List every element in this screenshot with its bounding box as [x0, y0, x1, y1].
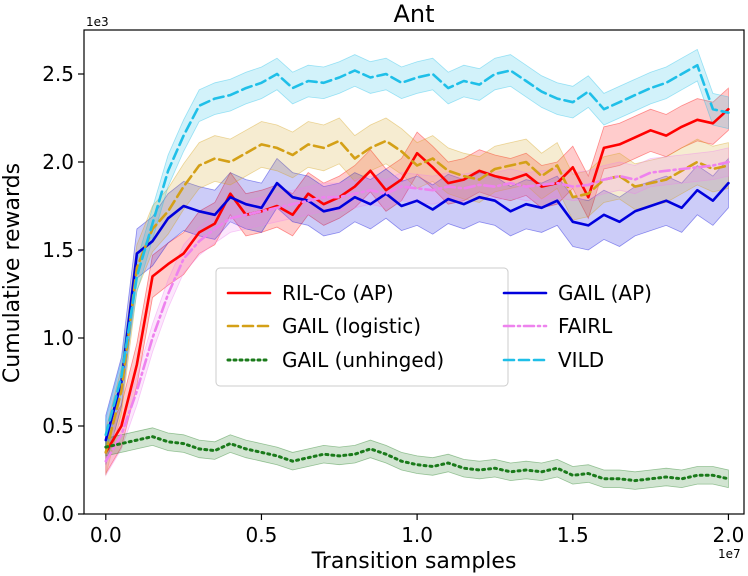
line-ril-co-ap — [104, 107, 730, 454]
y-tick-label: 2.5 — [42, 62, 74, 86]
y-tick-label: 0.0 — [42, 502, 74, 526]
y-offset-label: 1e3 — [86, 15, 109, 29]
y-axis-label: Cumulative rewards — [0, 163, 25, 383]
chart-title: Ant — [393, 0, 434, 28]
x-tick-label: 1.0 — [401, 523, 433, 547]
line-gail-logistic — [104, 139, 730, 454]
legend-label-ril-co-ap: RIL-Co (AP) — [282, 281, 394, 305]
band-ril-co-ap — [105, 87, 729, 475]
x-offset-label: 1e7 — [718, 547, 741, 561]
x-tick-label: 1.5 — [557, 523, 589, 547]
y-tick-label: 2.0 — [42, 150, 74, 174]
line-fairl — [104, 160, 730, 463]
y-tick-label: 1.0 — [42, 326, 74, 350]
y-axis-ticks: 0.0 0.5 1.0 1.5 2.0 2.5 — [42, 62, 84, 526]
line-gail-unhinged — [104, 435, 730, 483]
x-axis-label: Transition samples — [311, 549, 517, 574]
legend-label-gail-ap: GAIL (AP) — [558, 281, 652, 305]
x-tick-label: 2.0 — [713, 523, 745, 547]
y-tick-label: 0.5 — [42, 414, 74, 438]
legend-label-gail-logistic: GAIL (logistic) — [282, 314, 421, 338]
x-tick-label: 0.0 — [90, 523, 122, 547]
band-gail-ap — [105, 157, 729, 465]
x-axis-ticks: 0.0 0.5 1.0 1.5 2.0 — [90, 514, 744, 547]
series-lines — [104, 63, 730, 483]
band-vild — [105, 48, 729, 451]
legend: RIL-Co (AP) GAIL (AP) GAIL (logistic) FAIRL… — [215, 267, 652, 387]
legend-label-fairl: FAIRL — [558, 314, 613, 338]
line-gail-ap — [104, 181, 730, 442]
band-gail-logistic — [105, 117, 729, 476]
legend-label-vild: VILD — [558, 348, 604, 372]
plot-frame — [83, 29, 745, 515]
x-tick-label: 0.5 — [246, 523, 278, 547]
legend-label-gail-unhinged: GAIL (unhinged) — [282, 348, 444, 372]
y-tick-label: 1.5 — [42, 238, 74, 262]
line-vild — [104, 63, 730, 437]
